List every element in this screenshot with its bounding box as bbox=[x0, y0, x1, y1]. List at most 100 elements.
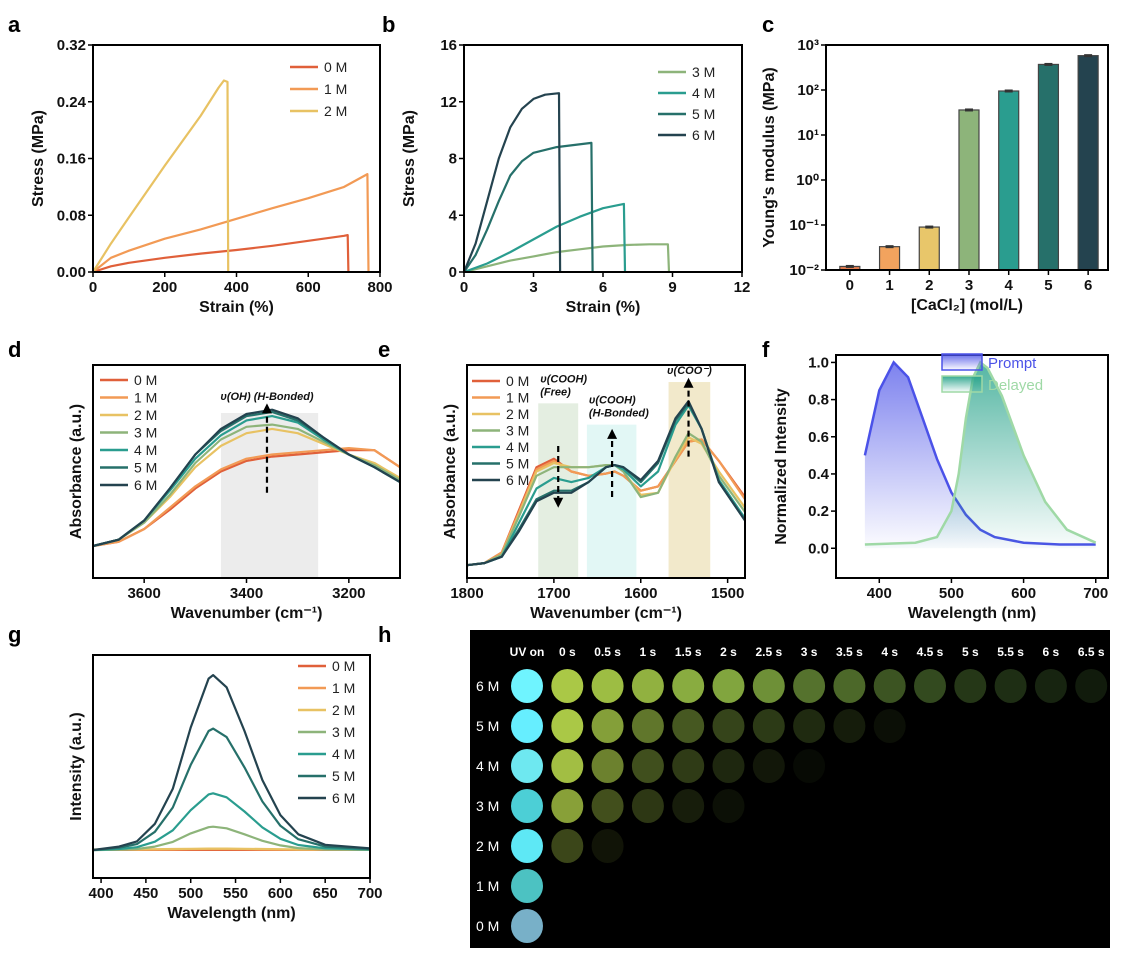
y-tick-label: 10⁰ bbox=[796, 172, 819, 189]
column-label: 1.5 s bbox=[675, 645, 702, 659]
annotation-label: υ(COO⁻) bbox=[667, 365, 712, 377]
sample-afterglow bbox=[914, 669, 946, 703]
sample-afterglow bbox=[712, 669, 745, 703]
x-tick-label: 3600 bbox=[127, 585, 160, 602]
line-5m bbox=[92, 727, 371, 852]
y-tick-label: 0.32 bbox=[57, 37, 86, 54]
x-axis-label: Wavelength (nm) bbox=[167, 905, 295, 922]
panel-letter-g: g bbox=[8, 622, 21, 647]
sample-afterglow bbox=[752, 669, 785, 703]
panel-letter-a: a bbox=[8, 12, 21, 37]
column-label: 4 s bbox=[881, 645, 898, 659]
line-4m bbox=[92, 792, 371, 852]
x-tick-label: 2 bbox=[925, 277, 933, 294]
line-3m bbox=[463, 243, 671, 274]
x-tick-label: 600 bbox=[268, 885, 293, 902]
sample-afterglow bbox=[631, 709, 664, 743]
line-6m bbox=[462, 92, 562, 273]
y-tick-label: 0.2 bbox=[808, 503, 829, 520]
column-label: 0 s bbox=[559, 645, 576, 659]
y-axis-label: Stress (MPa) bbox=[30, 110, 47, 207]
sample-afterglow bbox=[712, 709, 745, 743]
column-label: 3 s bbox=[801, 645, 818, 659]
x-tick-label: 12 bbox=[734, 279, 751, 296]
legend-label: 6 M bbox=[692, 127, 715, 143]
bar-2 bbox=[918, 226, 940, 271]
x-tick-label: 700 bbox=[1083, 585, 1108, 602]
y-tick-label: 0.08 bbox=[57, 207, 86, 224]
legend-label: 0 M bbox=[332, 658, 355, 674]
line-6m bbox=[92, 408, 401, 548]
panel-letter-c: c bbox=[762, 12, 774, 37]
x-tick-label: 3 bbox=[529, 279, 537, 296]
plot-frame bbox=[463, 44, 743, 273]
sample-uv-on bbox=[511, 749, 543, 783]
x-tick-label: 1600 bbox=[624, 585, 657, 602]
legend-label: 6 M bbox=[134, 477, 157, 493]
annotation-label: (Free) bbox=[540, 386, 571, 398]
x-tick-label: 1700 bbox=[537, 585, 570, 602]
y-tick-label: 12 bbox=[440, 94, 457, 111]
x-tick-label: 3200 bbox=[332, 585, 365, 602]
legend-label: 0 M bbox=[134, 372, 157, 388]
x-axis-label: Wavenumber (cm⁻¹) bbox=[171, 605, 323, 622]
column-label: 5.5 s bbox=[997, 645, 1024, 659]
line-1m bbox=[92, 173, 370, 273]
y-tick-label: 10² bbox=[797, 82, 819, 99]
row-label: 0 M bbox=[476, 918, 499, 934]
sample-afterglow bbox=[591, 709, 624, 743]
column-label: 6.5 s bbox=[1078, 645, 1105, 659]
sample-afterglow bbox=[551, 669, 584, 703]
column-label: UV on bbox=[510, 645, 545, 659]
legend-label: 4 M bbox=[692, 85, 715, 101]
y-axis-label: Stress (MPa) bbox=[401, 110, 418, 207]
x-tick-label: 400 bbox=[224, 279, 249, 296]
row-label: 2 M bbox=[476, 838, 499, 854]
legend-label: 1 M bbox=[324, 81, 347, 97]
row-label: 3 M bbox=[476, 798, 499, 814]
line-3m bbox=[92, 825, 371, 852]
x-tick-label: 0 bbox=[89, 279, 97, 296]
sample-afterglow bbox=[994, 669, 1027, 703]
x-tick-label: 400 bbox=[89, 885, 114, 902]
y-tick-label: 0.24 bbox=[57, 94, 87, 111]
shaded-region bbox=[220, 413, 319, 578]
legend-label: 2 M bbox=[506, 406, 529, 422]
sample-afterglow bbox=[833, 709, 866, 743]
y-tick-label: 0.6 bbox=[808, 429, 829, 446]
sample-afterglow bbox=[591, 789, 624, 823]
sample-afterglow bbox=[631, 749, 664, 783]
legend-label: 3 M bbox=[134, 425, 157, 441]
panel-letter-e: e bbox=[378, 337, 390, 362]
line-2m bbox=[92, 847, 370, 851]
sample-afterglow bbox=[954, 669, 987, 703]
sample-afterglow bbox=[712, 789, 745, 823]
panel-g: 400 450 500 550 600 650 700 Wavelength (nm) Inte… bbox=[68, 654, 383, 922]
x-tick-label: 500 bbox=[939, 585, 964, 602]
legend-swatch bbox=[941, 375, 983, 393]
sample-uv-on bbox=[511, 909, 543, 943]
legend-label: 3 M bbox=[692, 64, 715, 80]
sample-afterglow bbox=[551, 709, 584, 743]
line-6m bbox=[466, 400, 746, 567]
x-axis-label: [CaCl₂] (mol/L) bbox=[911, 297, 1023, 314]
y-tick-label: 8 bbox=[449, 151, 457, 168]
x-axis-label: Strain (%) bbox=[566, 299, 641, 316]
x-tick-label: 600 bbox=[1011, 585, 1036, 602]
legend-label: 1 M bbox=[332, 680, 355, 696]
panel-letter-h: h bbox=[378, 622, 391, 647]
arrow-head-icon bbox=[553, 497, 564, 508]
sample-afterglow bbox=[1075, 669, 1108, 703]
x-tick-label: 600 bbox=[296, 279, 321, 296]
y-tick-label: 10¹ bbox=[797, 127, 819, 144]
annotation-label: (H-Bonded) bbox=[589, 408, 649, 420]
legend-label: 0 M bbox=[324, 59, 347, 75]
panel-d: υ(OH) (H-Bonded) 3600 3400 3200 Wavenumber (… bbox=[68, 364, 401, 622]
legend-label: 1 M bbox=[506, 390, 529, 406]
x-tick-label: 200 bbox=[152, 279, 177, 296]
legend-label: 2 M bbox=[324, 103, 347, 119]
row-label: 6 M bbox=[476, 678, 499, 694]
y-axis-label: Absorbance (a.u.) bbox=[68, 404, 85, 539]
sample-afterglow bbox=[873, 709, 906, 743]
